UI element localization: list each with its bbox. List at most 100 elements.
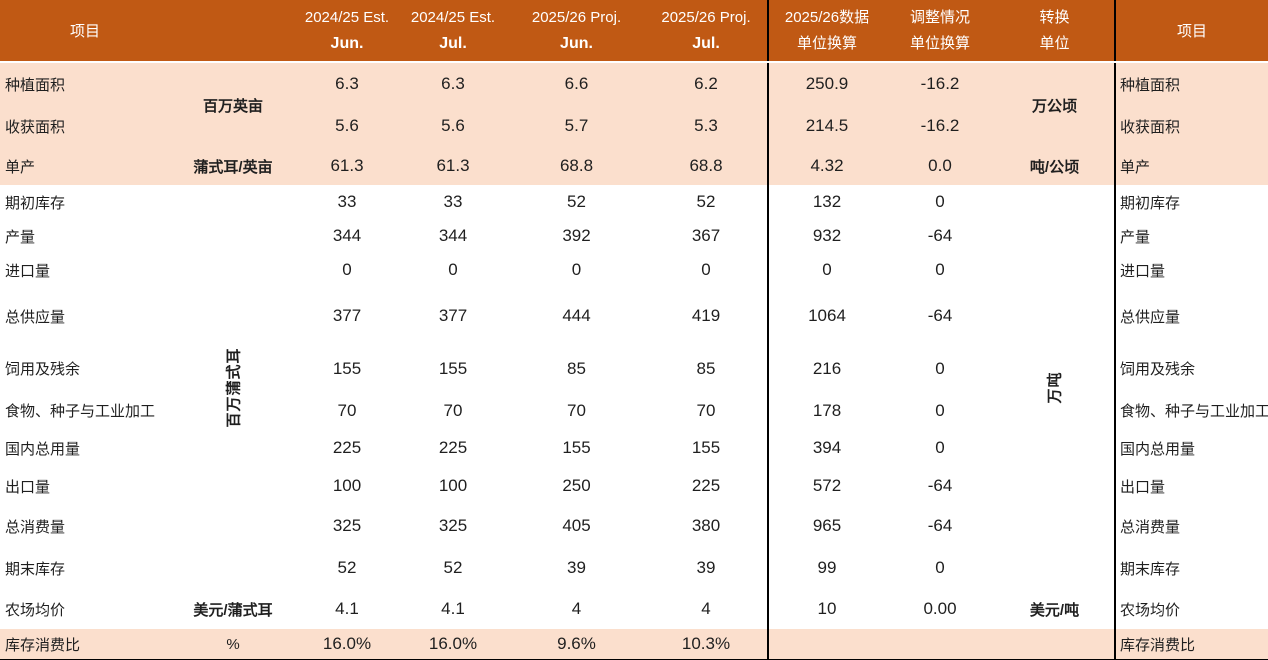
unit-yield-cell: 蒲式耳/英亩 xyxy=(170,147,296,185)
cell-adjustment: 0 xyxy=(885,253,995,287)
row-label: 总供应量 xyxy=(0,287,170,345)
row-label: 种植面积 xyxy=(0,62,170,105)
row-label: 出口量 xyxy=(0,467,170,505)
cell-converted: 178 xyxy=(767,392,885,429)
cell-value: 377 xyxy=(296,287,398,345)
header-conv-sublabel: 单位换算 xyxy=(796,34,857,52)
header-conv-label: 转换 xyxy=(1039,8,1070,26)
cell-value: 155 xyxy=(508,429,645,467)
cell-value: 344 xyxy=(296,219,398,253)
table-row: 食物、种子与工业加工 70 70 70 70 178 0 食物、种子与工业加工 xyxy=(0,392,1268,429)
cell-value: 16.0% xyxy=(398,629,508,660)
cell-adjustment: 0 xyxy=(885,345,995,392)
cell-value: 70 xyxy=(645,392,768,429)
table-row: 总消费量 325 325 405 380 965 -64 总消费量 xyxy=(0,505,1268,547)
cell-value: 6.6 xyxy=(508,62,645,105)
cell-converted: 1064 xyxy=(767,287,885,345)
header-period-label: 2025/26 Proj. xyxy=(661,8,751,26)
row-label: 国内总用量 xyxy=(0,429,170,467)
cell-value: 70 xyxy=(398,392,508,429)
cell-value: 68.8 xyxy=(645,147,768,185)
cell-value: 155 xyxy=(645,429,768,467)
row-label: 农场均价 xyxy=(0,589,170,629)
cell-adjustment: 0.0 xyxy=(885,147,995,185)
cell-value: 367 xyxy=(645,219,768,253)
conv-unit-price-cell: 美元/吨 xyxy=(995,589,1115,629)
row-label-right: 产量 xyxy=(1114,219,1268,253)
cell-value: 392 xyxy=(508,219,645,253)
cell-value: 0 xyxy=(296,253,398,287)
conv-unit-volume-cell: 万吨 xyxy=(995,185,1115,589)
cell-converted: 4.32 xyxy=(767,147,885,185)
conv-unit-volume-rotated-label: 万吨 xyxy=(1046,370,1064,404)
row-label-right: 收获面积 xyxy=(1114,105,1268,147)
cell-value: 85 xyxy=(645,345,768,392)
row-label-right: 总供应量 xyxy=(1114,287,1268,345)
cell-adjustment: 0 xyxy=(885,185,995,219)
unit-price-cell: 美元/蒲式耳 xyxy=(170,589,296,629)
cell-value: 5.7 xyxy=(508,105,645,147)
row-label-right: 种植面积 xyxy=(1114,62,1268,105)
row-label-right: 库存消费比 xyxy=(1114,629,1268,660)
table-row: 出口量 100 100 250 225 572 -64 出口量 xyxy=(0,467,1268,505)
row-label: 产量 xyxy=(0,219,170,253)
cell-value: 52 xyxy=(645,185,768,219)
cell-value: 33 xyxy=(296,185,398,219)
header-month-label: Jun. xyxy=(560,34,593,52)
cell-value: 225 xyxy=(398,429,508,467)
cell-value: 380 xyxy=(645,505,768,547)
cell-value: 325 xyxy=(398,505,508,547)
row-label-right: 单产 xyxy=(1114,147,1268,185)
header-col-2024-jul: 2024/25 Est. Jul. xyxy=(398,0,508,63)
table-row: 收获面积 5.6 5.6 5.7 5.3 214.5 -16.2 收获面积 xyxy=(0,105,1268,147)
cell-converted: 965 xyxy=(767,505,885,547)
row-label: 库存消费比 xyxy=(0,629,170,660)
table-row: 饲用及残余 155 155 85 85 216 0 饲用及残余 xyxy=(0,345,1268,392)
cell-value: 100 xyxy=(296,467,398,505)
cell-adjustment: 0 xyxy=(885,429,995,467)
cell-value: 100 xyxy=(398,467,508,505)
cell-converted: 250.9 xyxy=(767,62,885,105)
header-col-2025-jul: 2025/26 Proj. Jul. xyxy=(645,0,768,63)
cell-value: 33 xyxy=(398,185,508,219)
header-row: 项目 2024/25 Est. Jun. 2024/25 Est. Jul. 2… xyxy=(0,0,1268,63)
cell-converted: 0 xyxy=(767,253,885,287)
cell-converted: 932 xyxy=(767,219,885,253)
cell-value: 0 xyxy=(645,253,768,287)
table-row: 总供应量 377 377 444 419 1064 -64 总供应量 xyxy=(0,287,1268,345)
header-period-label: 2025/26 Proj. xyxy=(531,8,622,26)
cell-value: 225 xyxy=(296,429,398,467)
cell-converted xyxy=(767,629,885,660)
table-row: 库存消费比 % 16.0% 16.0% 9.6% 10.3% 库存消费比 xyxy=(0,629,1268,660)
table-row: 期初库存 百万蒲式耳 33 33 52 52 132 0 万吨 期初库存 xyxy=(0,185,1268,589)
table-row: 期末库存 52 52 39 39 99 0 期末库存 xyxy=(0,547,1268,589)
table-row: 进口量 0 0 0 0 0 0 进口量 xyxy=(0,253,1268,287)
header-conv-label: 调整情况 xyxy=(909,8,970,26)
cell-value: 52 xyxy=(296,547,398,589)
row-label-right: 进口量 xyxy=(1114,253,1268,287)
cell-value: 5.6 xyxy=(398,105,508,147)
cell-value: 39 xyxy=(508,547,645,589)
table-row: 单产 蒲式耳/英亩 61.3 61.3 68.8 68.8 4.32 0.0 吨… xyxy=(0,147,1268,185)
cell-value: 10.3% xyxy=(645,629,768,660)
cell-value: 61.3 xyxy=(398,147,508,185)
header-month-label: Jun. xyxy=(330,34,364,52)
cell-adjustment xyxy=(885,629,995,660)
row-label-right: 国内总用量 xyxy=(1114,429,1268,467)
header-col-2024-jun: 2024/25 Est. Jun. xyxy=(296,0,398,63)
row-label-right: 饲用及残余 xyxy=(1114,345,1268,392)
unit-area-cell: 百万英亩 xyxy=(170,62,296,147)
table-row: 产量 344 344 392 367 932 -64 产量 xyxy=(0,219,1268,253)
cell-value: 5.3 xyxy=(645,105,768,147)
cell-converted: 99 xyxy=(767,547,885,589)
cell-value: 225 xyxy=(645,467,768,505)
header-period-label: 2024/25 Est. xyxy=(410,8,496,26)
cell-value: 68.8 xyxy=(508,147,645,185)
cell-value: 70 xyxy=(508,392,645,429)
conv-unit-empty-cell xyxy=(995,629,1115,660)
row-label-right: 总消费量 xyxy=(1114,505,1268,547)
row-label: 期初库存 xyxy=(0,185,170,219)
cell-adjustment: -64 xyxy=(885,505,995,547)
header-item-right: 项目 xyxy=(1114,0,1268,63)
